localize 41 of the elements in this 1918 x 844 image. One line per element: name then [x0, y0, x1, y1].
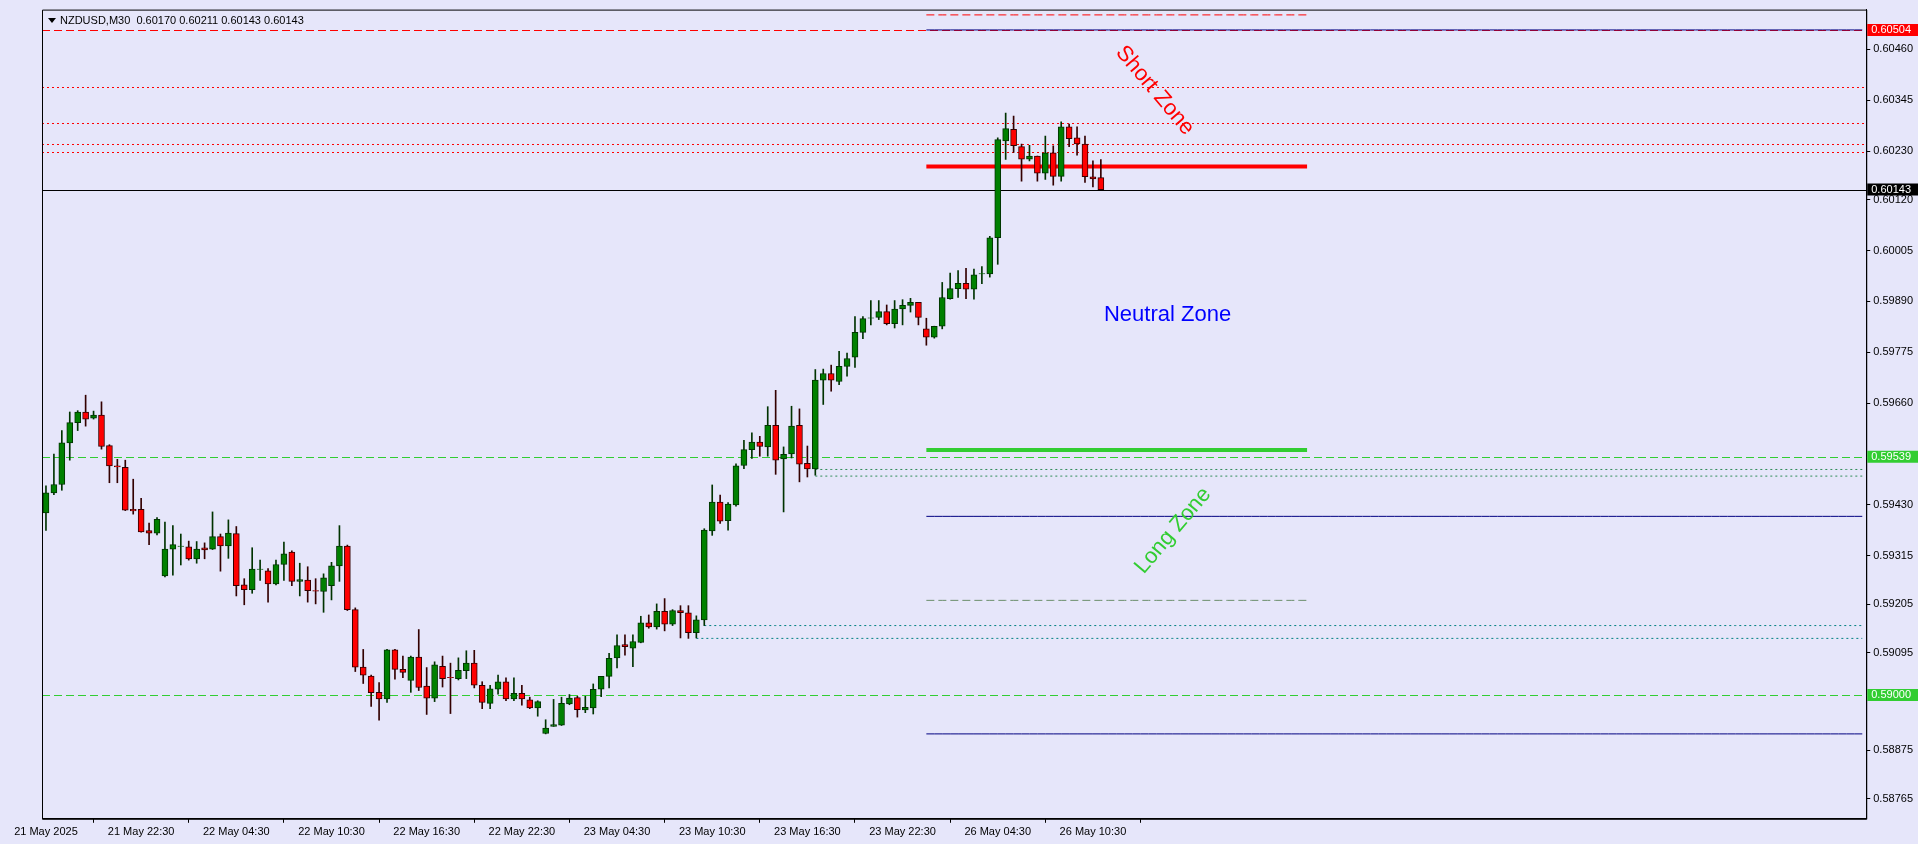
ref-line-label: 0.60143	[1871, 182, 1911, 195]
x-tick-label: 21 May 2025	[14, 825, 78, 838]
candlestick	[240, 578, 248, 606]
ref-line-label: 0.59539	[1871, 449, 1911, 462]
chart-title: NZDUSD,M30 0.60170 0.60211 0.60143 0.60143	[60, 14, 304, 26]
y-tick-label: 0.60120	[1873, 192, 1913, 205]
candlestick	[621, 634, 629, 656]
x-tick-label: 21 May 22:30	[107, 825, 175, 838]
x-tick-label: 22 May 16:30	[393, 825, 460, 838]
x-tick-label: 26 May 04:30	[964, 825, 1032, 838]
y-tick-label: 0.59430	[1873, 497, 1913, 510]
y-tick-label: 0.58765	[1873, 791, 1913, 804]
y-tick-label: 0.59205	[1873, 597, 1913, 610]
candlestick	[423, 667, 431, 715]
candlestick	[756, 435, 764, 457]
x-tick-label: 23 May 16:30	[774, 825, 841, 838]
y-tick-label: 0.60230	[1873, 144, 1913, 157]
y-tick-label: 0.60345	[1873, 93, 1913, 106]
candlestick	[359, 649, 367, 684]
x-tick-label: 23 May 10:30	[678, 825, 746, 838]
candlestick	[296, 562, 304, 597]
candlestick	[827, 364, 835, 392]
x-tick-label: 26 May 10:30	[1059, 825, 1127, 838]
annotation: Neutral Zone	[1103, 300, 1232, 326]
candlestick	[399, 655, 407, 679]
y-tick-label: 0.59315	[1873, 548, 1913, 561]
y-tick-label: 0.59095	[1873, 646, 1913, 659]
y-tick-label: 0.59775	[1873, 345, 1913, 358]
y-tick-label: 0.59660	[1873, 396, 1913, 409]
y-tick-label: 0.60005	[1873, 243, 1913, 256]
candlestick	[819, 368, 827, 405]
y-tick-label: 0.58875	[1873, 743, 1913, 756]
x-tick-label: 22 May 22:30	[488, 825, 556, 838]
y-tick-label: 0.60460	[1873, 42, 1913, 55]
x-tick-label: 23 May 22:30	[869, 825, 936, 838]
x-tick-label: 23 May 04:30	[583, 825, 651, 838]
y-tick-label: 0.59890	[1873, 294, 1913, 307]
x-tick-label: 22 May 10:30	[298, 825, 365, 838]
ref-line-label: 0.59000	[1871, 688, 1911, 701]
x-tick-label: 22 May 04:30	[202, 825, 270, 838]
ref-line-label: 0.60504	[1871, 22, 1911, 35]
